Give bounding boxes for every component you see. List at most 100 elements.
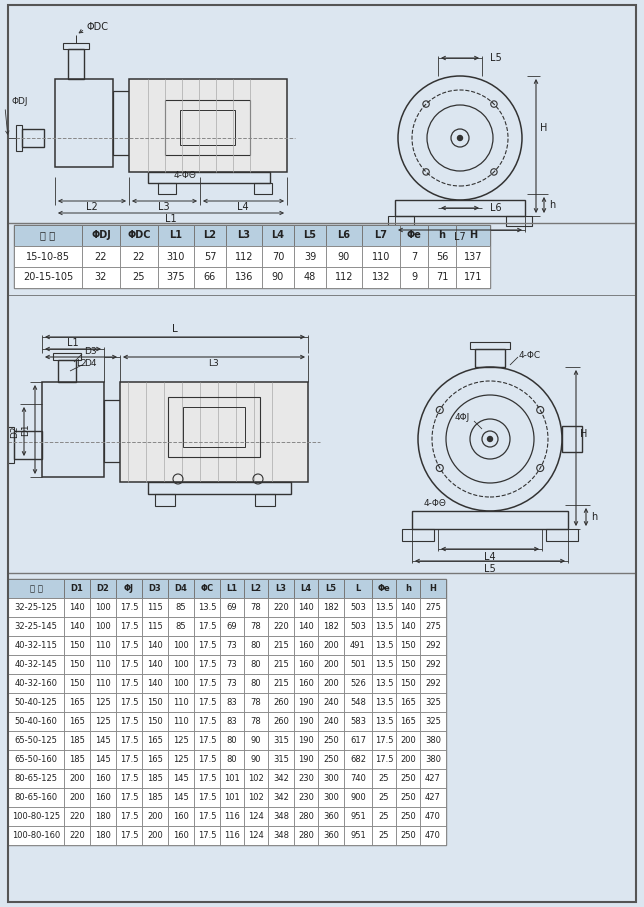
Text: 100-80-160: 100-80-160 (12, 831, 60, 840)
Text: 40-32-160: 40-32-160 (15, 679, 57, 688)
Bar (372, 750, 396, 769)
Text: 4-ΦΘ: 4-ΦΘ (424, 499, 446, 508)
Text: L: L (355, 584, 361, 593)
Bar (168, 788, 194, 807)
Bar (129, 79, 287, 172)
Text: h: h (405, 584, 411, 593)
Bar (142, 750, 168, 769)
Bar (344, 617, 372, 636)
Bar (194, 674, 220, 693)
Text: 292: 292 (425, 679, 441, 688)
Bar (268, 617, 294, 636)
Text: L5: L5 (484, 564, 496, 574)
Bar (194, 225, 226, 246)
Bar (120, 267, 158, 288)
Text: 100: 100 (95, 603, 111, 612)
Text: 583: 583 (350, 717, 366, 726)
Text: 102: 102 (248, 793, 264, 802)
Text: D1: D1 (21, 424, 30, 436)
Bar (90, 674, 116, 693)
Bar (244, 807, 268, 826)
Text: D4: D4 (84, 358, 96, 367)
Text: 220: 220 (273, 603, 289, 612)
Text: 342: 342 (273, 793, 289, 802)
Bar (244, 712, 268, 731)
Text: ΦC: ΦC (200, 584, 214, 593)
Text: 48: 48 (304, 272, 316, 282)
Bar (420, 807, 446, 826)
Bar (344, 598, 372, 617)
Bar (294, 674, 318, 693)
Text: 65-50-125: 65-50-125 (15, 736, 57, 745)
Bar (158, 225, 194, 246)
Bar (220, 655, 244, 674)
Bar (142, 826, 168, 845)
Text: 100-80-125: 100-80-125 (12, 812, 60, 821)
Text: 491: 491 (350, 641, 366, 650)
Text: 348: 348 (273, 812, 289, 821)
Text: 165: 165 (69, 698, 85, 707)
Text: 124: 124 (248, 831, 264, 840)
Bar (428, 246, 456, 267)
Bar (294, 750, 318, 769)
Bar (318, 807, 344, 826)
Text: 110: 110 (95, 641, 111, 650)
Bar (8, 712, 64, 731)
Bar (14, 225, 490, 288)
Text: H: H (540, 123, 547, 133)
Bar (142, 693, 168, 712)
Bar (326, 267, 362, 288)
Text: 17.5: 17.5 (198, 831, 216, 840)
Text: 240: 240 (323, 698, 339, 707)
Text: 90: 90 (272, 272, 284, 282)
Text: 140: 140 (400, 622, 416, 631)
Text: 50-40-125: 50-40-125 (15, 698, 57, 707)
Bar (220, 674, 244, 693)
Text: 125: 125 (95, 698, 111, 707)
Text: D3: D3 (84, 347, 97, 356)
Text: 85: 85 (176, 622, 186, 631)
Bar (194, 826, 220, 845)
Text: 39: 39 (304, 251, 316, 261)
Text: 180: 180 (95, 812, 111, 821)
Bar (244, 579, 268, 598)
Text: D2: D2 (97, 584, 109, 593)
Bar (82, 225, 120, 246)
Bar (142, 598, 168, 617)
Text: D2: D2 (10, 425, 19, 438)
Text: 165: 165 (147, 736, 163, 745)
Text: L2: L2 (251, 584, 261, 593)
Text: 171: 171 (464, 272, 482, 282)
Text: 32-25-145: 32-25-145 (15, 622, 57, 631)
Bar (90, 750, 116, 769)
Text: 4-ΦC: 4-ΦC (519, 350, 541, 359)
Bar (294, 655, 318, 674)
Bar (90, 636, 116, 655)
Text: ΦDC: ΦDC (128, 230, 151, 240)
Bar (244, 636, 268, 655)
Text: 80: 80 (251, 641, 261, 650)
Text: 17.5: 17.5 (198, 622, 216, 631)
Text: 200: 200 (400, 755, 416, 764)
Bar (68, 49, 84, 79)
Bar (372, 807, 396, 826)
Bar (420, 731, 446, 750)
Bar (64, 674, 90, 693)
Text: L5: L5 (490, 53, 502, 63)
Bar (8, 750, 64, 769)
Bar (168, 579, 194, 598)
Text: 380: 380 (425, 736, 441, 745)
Bar (372, 598, 396, 617)
Bar (90, 617, 116, 636)
Bar (220, 750, 244, 769)
Text: L1: L1 (166, 214, 177, 224)
Text: 13.5: 13.5 (375, 679, 393, 688)
Bar (546, 529, 578, 541)
Bar (116, 788, 142, 807)
Text: Φe: Φe (406, 230, 421, 240)
Bar (220, 712, 244, 731)
Text: 90: 90 (251, 755, 261, 764)
Text: 78: 78 (251, 622, 261, 631)
Bar (8, 598, 64, 617)
Bar (396, 826, 420, 845)
